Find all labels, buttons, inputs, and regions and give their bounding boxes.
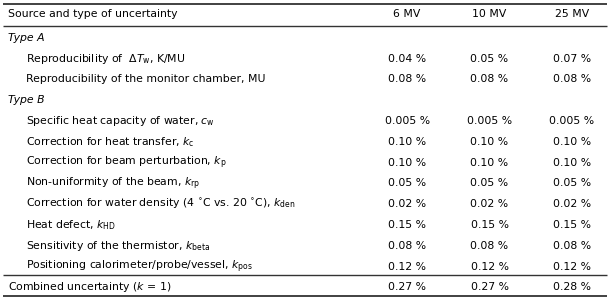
Text: Combined uncertainty ($k$ = 1): Combined uncertainty ($k$ = 1): [8, 280, 171, 294]
Text: Reproducibility of  $\Delta T_{\rm w}$, K/MU: Reproducibility of $\Delta T_{\rm w}$, K…: [26, 51, 185, 65]
Text: 0.15 %: 0.15 %: [553, 220, 591, 230]
Text: 0.08 %: 0.08 %: [553, 241, 591, 251]
Text: 0.08 %: 0.08 %: [388, 241, 426, 251]
Text: Reproducibility of the monitor chamber, MU: Reproducibility of the monitor chamber, …: [26, 74, 266, 84]
Text: Source and type of uncertainty: Source and type of uncertainty: [8, 9, 178, 19]
Text: 0.08 %: 0.08 %: [388, 74, 426, 84]
Text: Heat defect, $k_{\rm HD}$: Heat defect, $k_{\rm HD}$: [26, 218, 116, 232]
Text: 0.10 %: 0.10 %: [553, 137, 591, 147]
Text: 0.12 %: 0.12 %: [388, 262, 426, 272]
Text: 0.10 %: 0.10 %: [388, 158, 426, 168]
Text: Type A: Type A: [8, 33, 45, 43]
Text: 0.10 %: 0.10 %: [553, 158, 591, 168]
Text: 0.08 %: 0.08 %: [553, 74, 591, 84]
Text: 0.05 %: 0.05 %: [470, 178, 509, 188]
Text: 25 MV: 25 MV: [554, 9, 589, 19]
Text: 0.05 %: 0.05 %: [388, 178, 426, 188]
Text: 6 MV: 6 MV: [393, 9, 421, 19]
Text: 0.27 %: 0.27 %: [388, 282, 426, 293]
Text: 0.10 %: 0.10 %: [470, 158, 509, 168]
Text: Positioning calorimeter/probe/vessel, $k_{\rm pos}$: Positioning calorimeter/probe/vessel, $k…: [26, 258, 253, 275]
Text: 0.02 %: 0.02 %: [470, 199, 509, 209]
Text: Correction for beam perturbation, $k_{\rm p}$: Correction for beam perturbation, $k_{\r…: [26, 154, 227, 171]
Text: 0.07 %: 0.07 %: [553, 54, 591, 64]
Text: 10 MV: 10 MV: [472, 9, 507, 19]
Text: 0.005 %: 0.005 %: [467, 116, 512, 126]
Text: 0.27 %: 0.27 %: [470, 282, 509, 293]
Text: Non-uniformity of the beam, $k_{\rm rp}$: Non-uniformity of the beam, $k_{\rm rp}$: [26, 175, 200, 192]
Text: Type B: Type B: [8, 95, 45, 105]
Text: 0.02 %: 0.02 %: [553, 199, 591, 209]
Text: 0.28 %: 0.28 %: [553, 282, 591, 293]
Text: 0.05 %: 0.05 %: [553, 178, 591, 188]
Text: 0.005 %: 0.005 %: [385, 116, 429, 126]
Text: Sensitivity of the thermistor, $k_{\rm beta}$: Sensitivity of the thermistor, $k_{\rm b…: [26, 239, 210, 253]
Text: 0.10 %: 0.10 %: [470, 137, 509, 147]
Text: 0.15 %: 0.15 %: [470, 220, 509, 230]
Text: 0.10 %: 0.10 %: [388, 137, 426, 147]
Text: 0.02 %: 0.02 %: [388, 199, 426, 209]
Text: Correction for water density (4 $^{\circ}$C vs. 20 $^{\circ}$C), $k_{\rm den}$: Correction for water density (4 $^{\circ…: [26, 197, 296, 211]
Text: Specific heat capacity of water, $c_{\rm w}$: Specific heat capacity of water, $c_{\rm…: [26, 114, 215, 128]
Text: 0.08 %: 0.08 %: [470, 74, 509, 84]
Text: Correction for heat transfer, $k_{\rm c}$: Correction for heat transfer, $k_{\rm c}…: [26, 135, 195, 149]
Text: 0.005 %: 0.005 %: [550, 116, 594, 126]
Text: 0.15 %: 0.15 %: [388, 220, 426, 230]
Text: 0.08 %: 0.08 %: [470, 241, 509, 251]
Text: 0.12 %: 0.12 %: [470, 262, 509, 272]
Text: 0.04 %: 0.04 %: [388, 54, 426, 64]
Text: 0.12 %: 0.12 %: [553, 262, 591, 272]
Text: 0.05 %: 0.05 %: [470, 54, 509, 64]
